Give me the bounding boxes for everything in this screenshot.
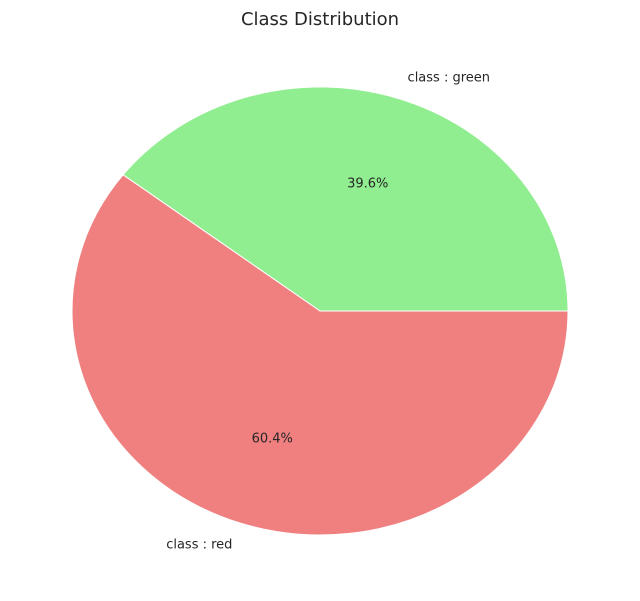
slice-percent-label: 60.4% [252, 431, 293, 446]
chart-title: Class Distribution [241, 9, 399, 30]
slice-percent-label: 39.6% [347, 177, 388, 192]
pie-slice-2 [71, 174, 569, 536]
slice-category-label: class : red [166, 537, 232, 552]
pie-slices [71, 86, 569, 536]
pie-labels: 39.6% class : green 60.4% class : red [166, 71, 490, 553]
slice-category-label: class : green [408, 71, 490, 86]
pie-slice-1 [122, 86, 569, 312]
